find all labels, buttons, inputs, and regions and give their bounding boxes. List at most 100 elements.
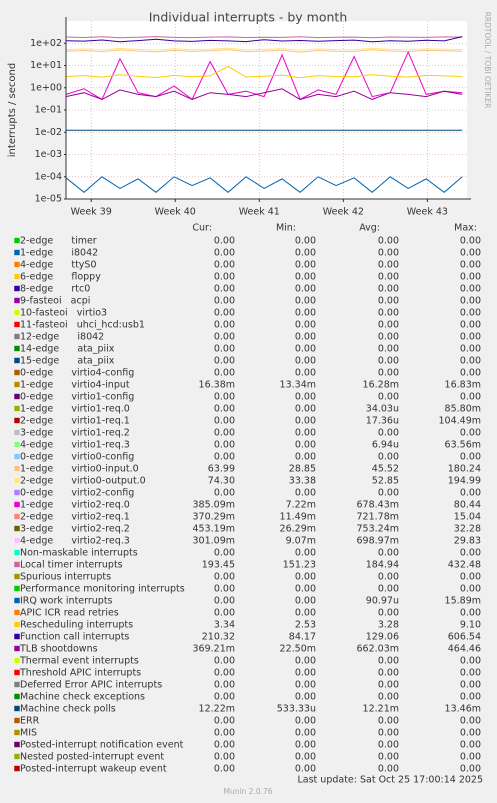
legend-cur: 369.21m [193,644,236,655]
legend-avg: 662.03m [357,644,400,655]
legend-swatch [13,681,21,688]
legend-name: 8-edge rtc0 [20,284,90,295]
legend-cur: 0.00 [214,368,235,379]
legend-cur: 0.00 [214,764,235,775]
legend-avg: 0.00 [378,680,399,691]
legend-name: Deferred Error APIC interrupts [20,680,162,691]
legend-min: 28.85 [289,464,316,475]
series-line [65,47,463,51]
legend-min: 22.50m [280,644,316,655]
series-line [65,36,463,39]
legend-max: 0.00 [460,740,481,751]
legend-cur: 0.00 [214,596,235,607]
legend-max: 85.80m [445,404,481,415]
legend-min: 0.00 [295,404,316,415]
legend-cur: 0.00 [214,728,235,739]
legend-min: 0.00 [295,440,316,451]
series-line [65,49,463,53]
legend-max: 0.00 [460,656,481,667]
legend-name: 12-edge i8042 [20,332,104,343]
legend-name: Function call interrupts [20,632,129,643]
y-tick-label: 1e-03 [35,149,62,160]
legend-min: 0.00 [295,356,316,367]
legend-name: 9-fasteoi acpi [20,296,90,307]
legend-swatch [13,597,21,604]
legend-avg: 0.00 [378,548,399,559]
legend-swatch [13,717,21,724]
legend-min: 9.07m [286,536,316,547]
legend-avg: 0.00 [378,332,399,343]
legend-max: 80.44 [454,500,481,511]
legend-cur: 0.00 [214,308,235,319]
legend-name: 4-edge ttyS0 [20,260,97,271]
y-axis-label: interrupts / second [7,63,18,157]
legend-header: Avg: [359,223,380,234]
legend-cur: 3.34 [214,620,235,631]
legend-name: Local timer interrupts [20,560,123,571]
legend-header: Cur: [192,223,212,234]
legend-swatch [13,273,21,280]
legend-min: 0.00 [295,656,316,667]
legend-swatch [13,549,21,556]
legend-swatch [13,345,21,352]
legend-max: 0.00 [460,392,481,403]
legend-min: 0.00 [295,320,316,331]
legend-swatch [13,729,21,736]
legend-cur: 16.38m [199,380,235,391]
legend-swatch [13,741,21,748]
legend-min: 0.00 [295,332,316,343]
legend-name: 0-edge virtio1-config [20,392,134,403]
legend-cur: 0.00 [214,236,235,247]
legend-swatch [13,465,21,472]
series-line [65,50,463,101]
legend-min: 33.38 [289,476,316,487]
legend-name: Thermal event interrupts [19,656,139,667]
legend-min: 151.23 [283,560,316,571]
legend-max: 0.00 [460,692,481,703]
legend-min: 0.00 [295,584,316,595]
legend-min: 0.00 [295,728,316,739]
legend-cur: 0.00 [214,260,235,271]
series-line [65,88,463,100]
legend-cur: 0.00 [214,608,235,619]
legend-max: 606.54 [448,632,481,643]
legend-cur: 0.00 [214,320,235,331]
legend-min: 0.00 [295,680,316,691]
legend-min: 0.00 [295,248,316,259]
legend-swatch [13,261,21,268]
legend-name: Nested posted-interrupt event [20,752,164,763]
legend-avg: 0.00 [378,584,399,595]
legend-min: 0.00 [295,344,316,355]
legend-avg: 0.00 [378,764,399,775]
legend-name: Performance monitoring interrupts [20,584,185,595]
legend-name: 2-edge virtio1-req.1 [20,416,130,427]
legend-avg: 678.43m [357,500,400,511]
legend-name: 10-fasteoi virtio3 [20,308,107,319]
legend-swatch [13,609,21,616]
legend-swatch [13,669,21,676]
legend-swatch [13,489,21,496]
legend-min: 0.00 [295,392,316,403]
x-tick-label: Week 39 [71,207,112,218]
legend-header: Max: [454,223,477,234]
legend-max: 0.00 [460,272,481,283]
legend-header: Min: [276,223,296,234]
legend-name: Spurious interrupts [20,572,111,583]
legend-cur: 0.00 [214,404,235,415]
legend-name: 0-edge virtio4-config [20,368,134,379]
legend-max: 0.00 [460,728,481,739]
legend-avg: 0.00 [378,356,399,367]
legend-min: 0.00 [295,452,316,463]
legend-name: Posted-interrupt wakeup event [20,764,167,775]
legend-cur: 0.00 [214,584,235,595]
legend-cur: 0.00 [214,248,235,259]
y-tick-label: 1e-01 [35,105,62,116]
legend-swatch [13,513,21,520]
legend-max: 63.56m [445,440,481,451]
legend-avg: 0.00 [378,272,399,283]
legend-cur: 385.09m [193,500,236,511]
legend-max: 0.00 [460,452,481,463]
legend-min: 0.00 [295,272,316,283]
legend-avg: 6.94u [372,440,399,451]
